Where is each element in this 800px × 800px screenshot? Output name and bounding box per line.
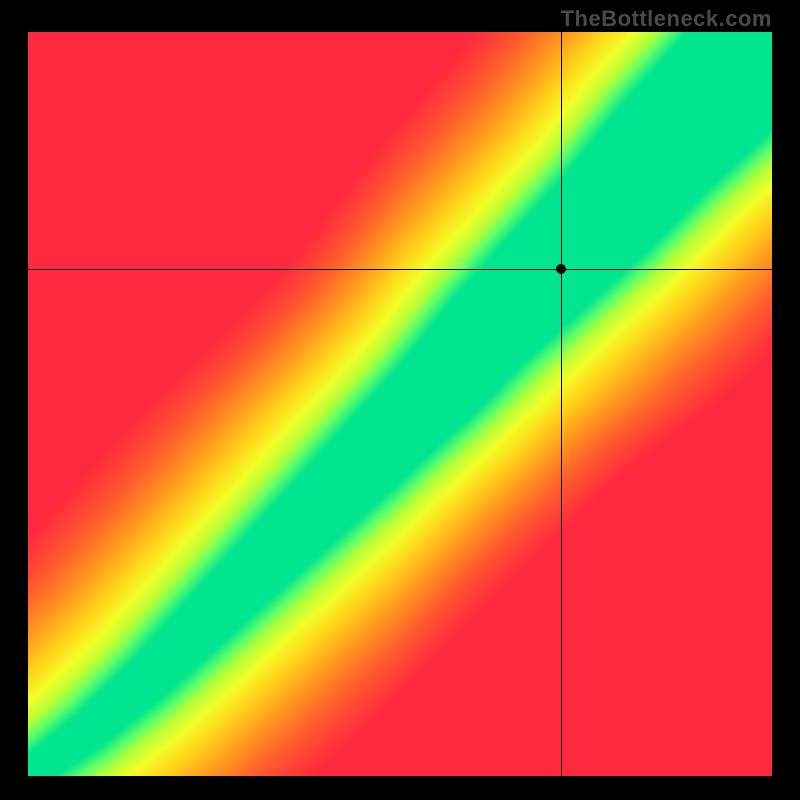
crosshair-vertical-line — [561, 32, 562, 776]
heatmap-plot-area — [28, 32, 772, 776]
crosshair-marker-dot — [556, 264, 566, 274]
watermark-text: TheBottleneck.com — [561, 6, 772, 32]
crosshair-horizontal-line — [28, 269, 772, 270]
heatmap-canvas — [28, 32, 772, 776]
chart-container: TheBottleneck.com — [0, 0, 800, 800]
